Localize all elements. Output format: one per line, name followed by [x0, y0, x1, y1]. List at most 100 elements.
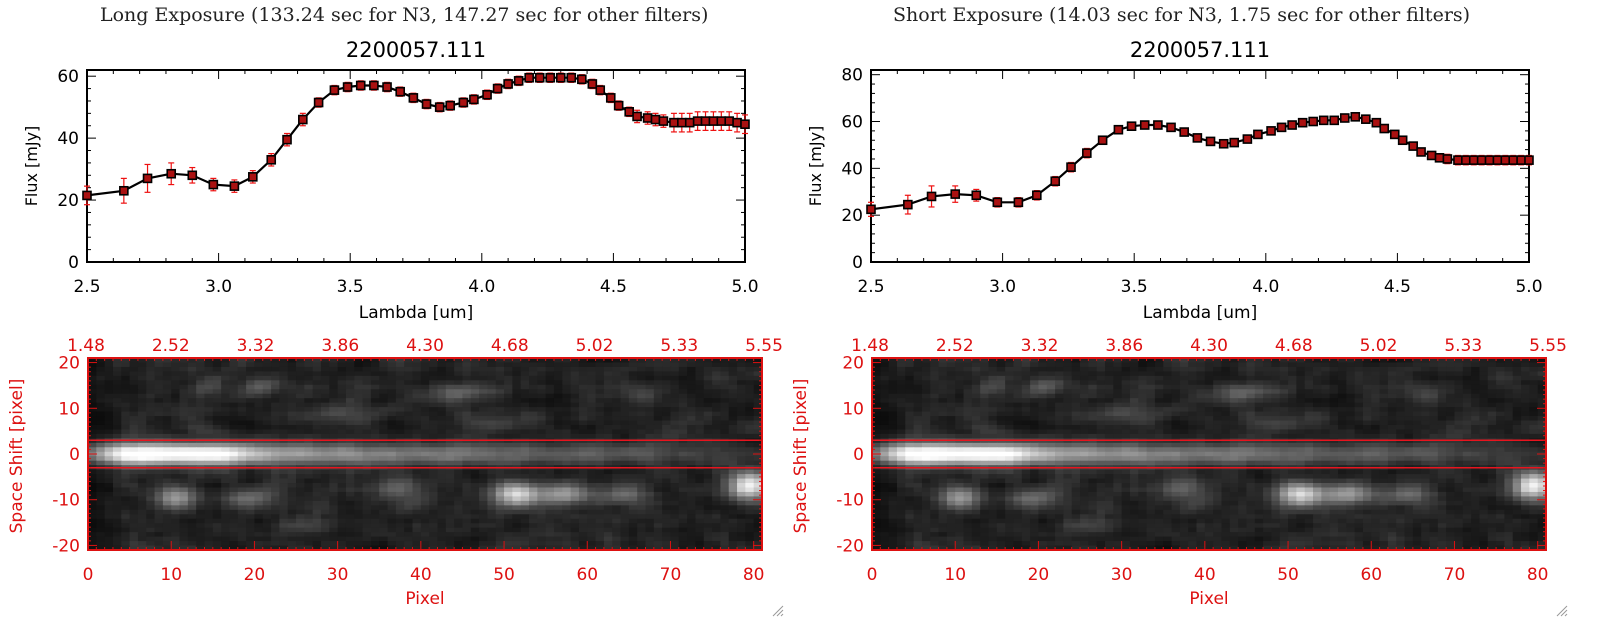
image-y-tick-label: 20: [58, 354, 80, 374]
data-point: [482, 89, 492, 100]
x-tick-label: 4.5: [1384, 277, 1411, 297]
data-point: [82, 190, 92, 201]
image-y-tick-label: -20: [836, 536, 864, 556]
x-tick-label: 2.5: [857, 277, 884, 297]
data-point: [1361, 114, 1371, 124]
image-x-tick-label: 60: [576, 565, 598, 585]
data-point: [1434, 153, 1445, 163]
data-point: [534, 72, 545, 83]
image-y-tick-label: 0: [69, 445, 80, 465]
data-point: [716, 116, 727, 126]
data-point: [458, 97, 469, 108]
spectrum-y-axis-label: Flux [mJy]: [806, 126, 825, 207]
data-point: [587, 79, 598, 89]
data-point: [1468, 155, 1479, 165]
image-x-tick-label: 70: [660, 565, 682, 585]
data-point: [208, 179, 219, 190]
data-point: [903, 199, 913, 210]
x-tick-label: 3.0: [205, 277, 232, 297]
image-y-tick-label: -10: [836, 491, 864, 511]
data-point: [1339, 113, 1350, 123]
data-point: [166, 168, 177, 179]
image-x-axis-label: Pixel: [1189, 589, 1228, 609]
data-point: [248, 172, 258, 182]
image-top-wavelength-label: 4.68: [1275, 336, 1313, 356]
data-point: [229, 181, 240, 191]
resize-grip-icon[interactable]: [1556, 605, 1568, 617]
x-tick-label: 3.5: [337, 277, 364, 297]
data-point: [524, 72, 534, 83]
image-y-tick-label: 10: [58, 399, 80, 419]
spectrum-frame: [86, 69, 746, 263]
data-point: [740, 119, 750, 129]
data-point: [513, 76, 524, 86]
y-tick-label: 0: [68, 253, 79, 273]
panel-long: 2200057.111 2.5 3.0 3.5 4.0 4.5 5.0 0 20 40 60 Lamb…: [7, 38, 783, 609]
image-y-tick-label: -10: [52, 491, 80, 511]
data-point: [421, 99, 432, 109]
data-point: [395, 86, 406, 97]
data-point: [642, 113, 653, 123]
image-top-wavelength-label: 5.55: [1529, 336, 1567, 356]
data-point: [266, 155, 277, 165]
data-point: [684, 117, 695, 128]
image-x-tick-label: 30: [1111, 565, 1133, 585]
data-point: [1082, 148, 1092, 158]
data-point: [1389, 129, 1400, 140]
data-point: [1276, 122, 1287, 133]
image-top-wavelength-label: 2.52: [936, 336, 974, 356]
data-point: [1350, 112, 1361, 122]
data-point: [577, 74, 587, 85]
data-point: [1329, 115, 1340, 126]
data-point: [732, 117, 742, 128]
data-point: [624, 107, 634, 117]
image-x-tick-label: 40: [1194, 565, 1216, 585]
data-point: [1032, 190, 1042, 201]
image-y-tick-label: -20: [52, 536, 80, 556]
data-point: [1166, 122, 1176, 133]
data-point: [950, 189, 961, 199]
data-point: [1453, 155, 1463, 165]
image-top-wavelength-label: 5.55: [745, 336, 783, 356]
data-point: [1379, 123, 1390, 134]
x-tick-label: 3.5: [1121, 277, 1148, 297]
image-x-tick-label: 60: [1360, 565, 1382, 585]
data-point: [355, 80, 366, 91]
y-tick-label: 80: [841, 66, 863, 86]
data-point: [708, 116, 719, 126]
data-point: [677, 117, 687, 128]
image-x-tick-label: 20: [1028, 565, 1050, 585]
image-x-axis-label: Pixel: [405, 589, 444, 609]
y-tick-label: 60: [841, 113, 863, 133]
image-y-axis-label: Space Shift [pixel]: [7, 379, 27, 534]
resize-grip-icon[interactable]: [772, 605, 784, 617]
data-point: [692, 116, 703, 126]
data-point: [595, 85, 606, 95]
data-point: [1524, 155, 1534, 165]
data-point: [1308, 116, 1318, 127]
data-point: [1397, 135, 1408, 146]
data-point: [1253, 129, 1263, 140]
data-point: [1113, 124, 1124, 135]
y-tick-label: 0: [852, 253, 863, 273]
long-exposure-header: Long Exposure (133.24 sec for N3, 147.27…: [100, 4, 709, 26]
data-point: [1066, 162, 1076, 172]
image-x-tick-label: 10: [944, 565, 966, 585]
data-point: [1126, 121, 1137, 131]
image-y-tick-label: 10: [842, 399, 864, 419]
x-tick-label: 2.5: [73, 277, 100, 297]
image-top-wavelength-label: 1.48: [851, 336, 889, 356]
image-x-tick-label: 10: [160, 565, 182, 585]
spectrum-plot: 2200057.111 2.5 3.0 3.5 4.0 4.5 5.0 0 20 40 60 Lamb…: [22, 38, 759, 323]
data-point: [1097, 135, 1108, 146]
data-point: [658, 116, 669, 126]
data-point: [142, 173, 153, 184]
data-point: [119, 185, 129, 196]
image-top-wavelength-label: 5.33: [660, 336, 698, 356]
image-top-wavelength-label: 5.33: [1444, 336, 1482, 356]
data-point: [187, 170, 198, 181]
y-tick-label: 60: [57, 67, 79, 87]
data-point: [1508, 155, 1519, 165]
image-x-tick-label: 50: [493, 565, 515, 585]
